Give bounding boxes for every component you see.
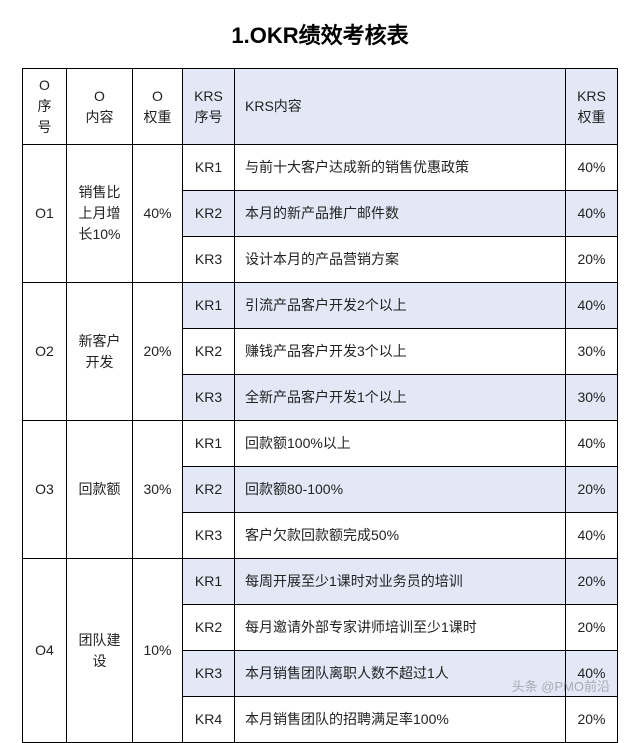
- krs-weight-cell: 20%: [566, 559, 618, 605]
- krs-weight-cell: 40%: [566, 283, 618, 329]
- table-row: O1销售比上月增长10%40%KR1与前十大客户达成新的销售优惠政策40%: [23, 145, 618, 191]
- krs-seq-cell: KR1: [183, 559, 235, 605]
- krs-content-cell: 回款额100%以上: [235, 421, 566, 467]
- krs-content-cell: 设计本月的产品营销方案: [235, 237, 566, 283]
- header-row: O序号 O内容 O权重 KRS序号 KRS内容 KRS权重: [23, 69, 618, 145]
- krs-weight-cell: 40%: [566, 145, 618, 191]
- o-seq-cell: O2: [23, 283, 67, 421]
- krs-weight-cell: 40%: [566, 513, 618, 559]
- o-weight-cell: 20%: [133, 283, 183, 421]
- krs-seq-cell: KR2: [183, 605, 235, 651]
- o-weight-cell: 40%: [133, 145, 183, 283]
- krs-weight-cell: 20%: [566, 467, 618, 513]
- krs-content-cell: 每月邀请外部专家讲师培训至少1课时: [235, 605, 566, 651]
- krs-weight-cell: 40%: [566, 421, 618, 467]
- krs-content-cell: 本月销售团队离职人数不超过1人: [235, 651, 566, 697]
- o-content-cell: 新客户开发: [67, 283, 133, 421]
- okr-table: O序号 O内容 O权重 KRS序号 KRS内容 KRS权重 O1销售比上月增长1…: [22, 68, 618, 743]
- o-content-cell: 团队建设: [67, 559, 133, 743]
- krs-weight-cell: 30%: [566, 375, 618, 421]
- krs-seq-cell: KR1: [183, 421, 235, 467]
- krs-seq-cell: KR4: [183, 697, 235, 743]
- o-weight-cell: 10%: [133, 559, 183, 743]
- col-o-seq: O序号: [23, 69, 67, 145]
- table-body: O1销售比上月增长10%40%KR1与前十大客户达成新的销售优惠政策40%KR2…: [23, 145, 618, 743]
- krs-seq-cell: KR3: [183, 375, 235, 421]
- krs-content-cell: 本月销售团队的招聘满足率100%: [235, 697, 566, 743]
- krs-content-cell: 每周开展至少1课时对业务员的培训: [235, 559, 566, 605]
- krs-content-cell: 回款额80-100%: [235, 467, 566, 513]
- krs-content-cell: 客户欠款回款额完成50%: [235, 513, 566, 559]
- o-seq-cell: O1: [23, 145, 67, 283]
- col-krs-seq: KRS序号: [183, 69, 235, 145]
- krs-content-cell: 全新产品客户开发1个以上: [235, 375, 566, 421]
- krs-weight-cell: 30%: [566, 329, 618, 375]
- krs-weight-cell: 20%: [566, 237, 618, 283]
- krs-weight-cell: 20%: [566, 605, 618, 651]
- col-o-content: O内容: [67, 69, 133, 145]
- col-o-weight: O权重: [133, 69, 183, 145]
- krs-weight-cell: 40%: [566, 191, 618, 237]
- table-row: O3回款额30%KR1回款额100%以上40%: [23, 421, 618, 467]
- col-krs-weight: KRS权重: [566, 69, 618, 145]
- o-seq-cell: O4: [23, 559, 67, 743]
- krs-weight-cell: 20%: [566, 697, 618, 743]
- krs-content-cell: 本月的新产品推广邮件数: [235, 191, 566, 237]
- krs-seq-cell: KR3: [183, 237, 235, 283]
- page-title: 1.OKR绩效考核表: [22, 18, 618, 50]
- krs-seq-cell: KR2: [183, 467, 235, 513]
- krs-seq-cell: KR2: [183, 191, 235, 237]
- krs-weight-cell: 40%: [566, 651, 618, 697]
- table-row: O4团队建设10%KR1每周开展至少1课时对业务员的培训20%: [23, 559, 618, 605]
- krs-seq-cell: KR3: [183, 513, 235, 559]
- krs-seq-cell: KR2: [183, 329, 235, 375]
- o-content-cell: 回款额: [67, 421, 133, 559]
- o-weight-cell: 30%: [133, 421, 183, 559]
- krs-seq-cell: KR3: [183, 651, 235, 697]
- col-krs-content: KRS内容: [235, 69, 566, 145]
- o-content-cell: 销售比上月增长10%: [67, 145, 133, 283]
- krs-content-cell: 引流产品客户开发2个以上: [235, 283, 566, 329]
- table-row: O2新客户开发20%KR1引流产品客户开发2个以上40%: [23, 283, 618, 329]
- krs-seq-cell: KR1: [183, 145, 235, 191]
- o-seq-cell: O3: [23, 421, 67, 559]
- krs-seq-cell: KR1: [183, 283, 235, 329]
- krs-content-cell: 与前十大客户达成新的销售优惠政策: [235, 145, 566, 191]
- krs-content-cell: 赚钱产品客户开发3个以上: [235, 329, 566, 375]
